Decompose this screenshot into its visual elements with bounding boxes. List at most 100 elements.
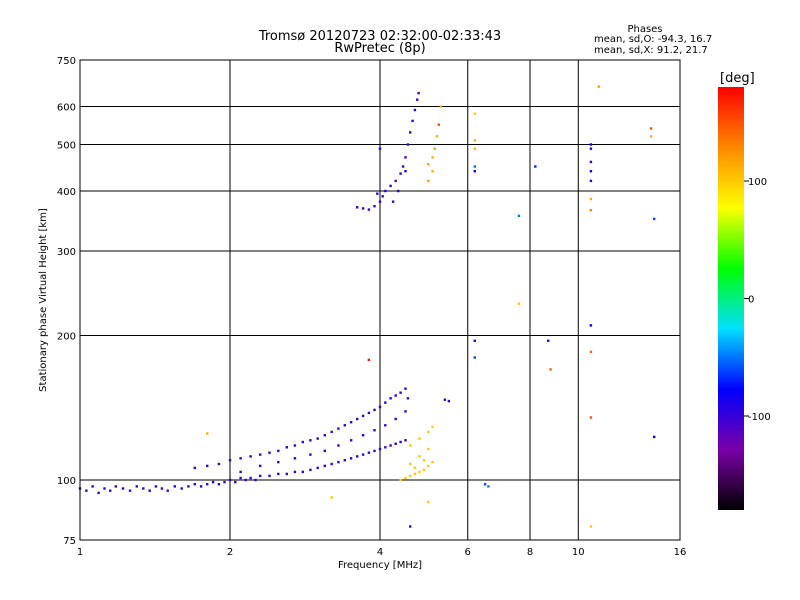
data-point bbox=[376, 192, 379, 195]
data-point bbox=[404, 156, 407, 159]
data-point bbox=[239, 457, 242, 460]
x-tick-label: 1 bbox=[77, 547, 83, 558]
data-point bbox=[316, 466, 319, 470]
data-point bbox=[487, 485, 490, 488]
data-point bbox=[589, 147, 593, 150]
colorbar-label: [deg] bbox=[720, 71, 755, 86]
data-point bbox=[361, 414, 365, 418]
data-point bbox=[409, 462, 412, 466]
data-point bbox=[373, 429, 376, 432]
data-point bbox=[473, 165, 476, 168]
data-point bbox=[418, 437, 421, 440]
data-point bbox=[367, 451, 371, 454]
data-point bbox=[427, 447, 430, 451]
stats-x: mean, sd,X: 91.2, 21.7 bbox=[594, 45, 708, 56]
data-point bbox=[397, 189, 400, 193]
data-point bbox=[378, 147, 382, 150]
data-point bbox=[142, 487, 145, 490]
plot-frame bbox=[79, 59, 681, 541]
data-point bbox=[406, 397, 410, 400]
stats-o: mean, sd,O: -94.3, 16.7 bbox=[594, 34, 712, 45]
data-point bbox=[259, 464, 262, 468]
data-point bbox=[211, 480, 215, 484]
data-point bbox=[422, 459, 426, 462]
data-point bbox=[277, 449, 280, 453]
data-point bbox=[394, 394, 397, 397]
data-point bbox=[239, 470, 242, 474]
data-point bbox=[473, 170, 476, 173]
data-point bbox=[356, 206, 359, 209]
x-tick-label: 2 bbox=[227, 547, 233, 558]
data-point bbox=[399, 478, 402, 482]
data-point bbox=[361, 453, 365, 456]
data-point bbox=[589, 525, 593, 528]
data-point bbox=[378, 447, 382, 451]
data-point bbox=[409, 525, 412, 528]
data-point bbox=[589, 350, 593, 353]
data-point bbox=[160, 487, 164, 490]
x-tick-label: 16 bbox=[674, 547, 687, 558]
data-point bbox=[406, 143, 410, 146]
data-point bbox=[244, 478, 247, 482]
chart-title: Tromsø 20120723 02:32:00-02:33:43 bbox=[258, 29, 501, 44]
y-axis-ticks: 750 600 500 400 300 200 100 75 bbox=[57, 56, 76, 547]
data-point bbox=[473, 356, 476, 359]
data-point bbox=[399, 391, 402, 394]
data-point bbox=[589, 179, 593, 183]
data-point bbox=[384, 401, 387, 404]
phases-header: Phases bbox=[627, 24, 662, 35]
data-point bbox=[173, 485, 176, 488]
data-point bbox=[399, 440, 402, 444]
data-point bbox=[439, 105, 443, 108]
data-point bbox=[316, 437, 319, 440]
data-point bbox=[277, 460, 280, 464]
data-point bbox=[85, 489, 88, 492]
data-point bbox=[404, 410, 407, 413]
data-point bbox=[427, 464, 430, 468]
data-point bbox=[206, 483, 209, 486]
y-tick-label: 750 bbox=[57, 56, 76, 67]
data-point bbox=[148, 489, 151, 492]
data-point bbox=[431, 425, 434, 429]
data-point bbox=[337, 427, 340, 430]
data-point bbox=[223, 480, 226, 484]
data-point bbox=[378, 200, 382, 203]
colorbar-tick-label: 100 bbox=[748, 177, 767, 188]
data-point bbox=[206, 432, 209, 435]
data-point bbox=[128, 489, 132, 492]
data-point bbox=[254, 478, 257, 482]
data-point bbox=[391, 200, 395, 203]
data-point bbox=[389, 184, 392, 188]
data-point bbox=[166, 489, 169, 492]
colorbar bbox=[718, 87, 744, 510]
data-point bbox=[301, 470, 304, 474]
data-point bbox=[427, 163, 430, 166]
x-tick-label: 8 bbox=[527, 547, 533, 558]
data-point bbox=[443, 398, 447, 401]
data-point bbox=[97, 491, 100, 495]
data-point bbox=[589, 416, 593, 419]
data-point bbox=[399, 172, 402, 175]
data-point bbox=[349, 439, 353, 442]
data-point bbox=[121, 487, 125, 490]
data-point bbox=[473, 139, 476, 142]
data-point bbox=[330, 496, 333, 499]
data-point bbox=[180, 487, 183, 490]
data-point bbox=[427, 500, 430, 504]
data-point bbox=[343, 424, 346, 427]
data-point bbox=[330, 430, 333, 434]
data-point bbox=[413, 108, 417, 112]
x-axis-ticks: 1 2 4 6 8 10 16 bbox=[77, 547, 687, 558]
data-point bbox=[356, 417, 359, 421]
data-point bbox=[193, 483, 196, 486]
data-point bbox=[293, 444, 297, 447]
data-point bbox=[431, 460, 434, 464]
data-point bbox=[309, 468, 312, 472]
data-point bbox=[361, 434, 365, 437]
data-point bbox=[367, 358, 371, 361]
data-point bbox=[323, 449, 326, 453]
data-point bbox=[404, 170, 407, 173]
data-point bbox=[427, 430, 430, 434]
data-point bbox=[285, 472, 288, 476]
